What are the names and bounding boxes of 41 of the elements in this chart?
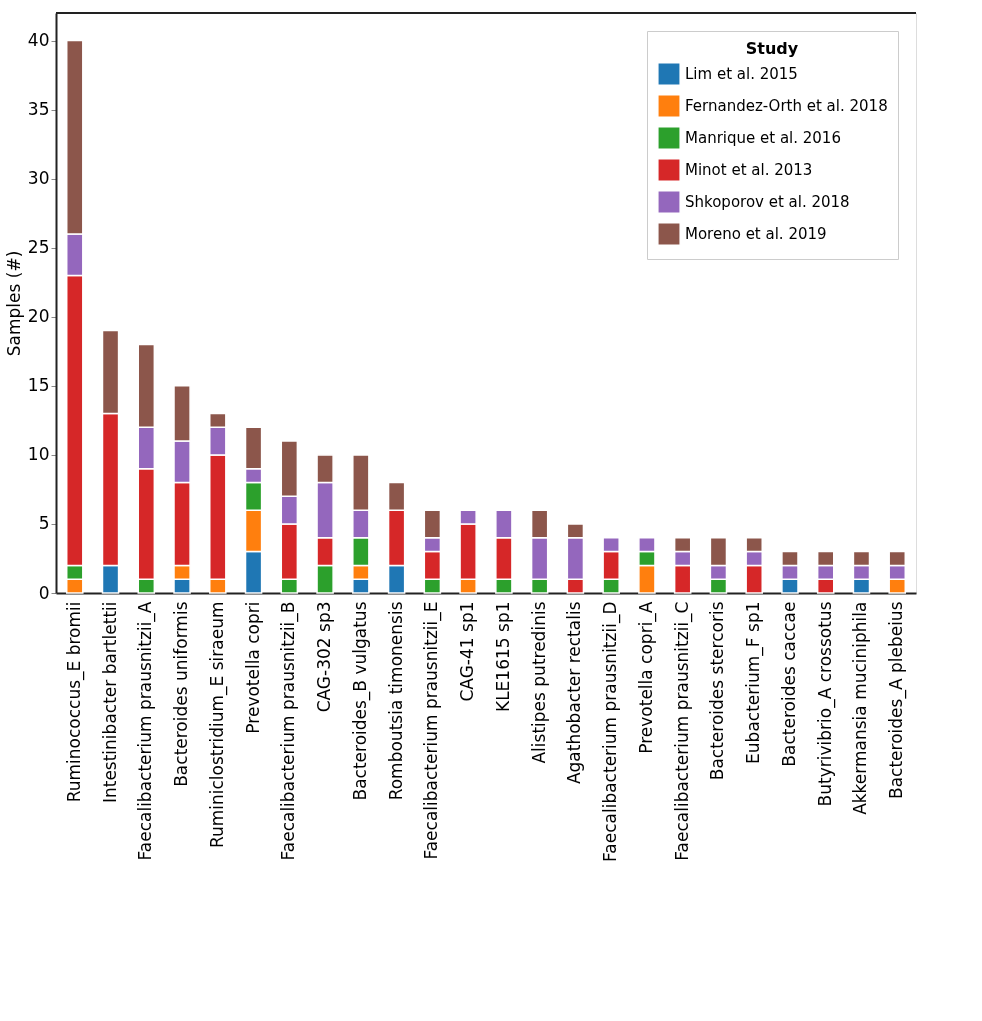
y-tick-label: 35 — [27, 99, 50, 120]
x-tick-label: Intestinibacter bartlettii — [99, 601, 120, 804]
y-tick-label: 0 — [38, 582, 50, 603]
y-tick-label: 5 — [38, 513, 50, 534]
x-tick-label: Prevotella copri_A — [635, 601, 657, 754]
y-tick-label: 25 — [27, 237, 50, 258]
x-tick-label: Eubacterium_F sp1 — [743, 601, 765, 764]
x-tick-label: Akkermansia muciniphila — [850, 601, 871, 815]
x-tick-label: KLE1615 sp1 — [492, 601, 513, 712]
x-tick-label: Bacteroides stercoris — [707, 601, 728, 781]
x-tick-label: Bacteroides uniformis — [171, 601, 192, 787]
x-tick-label: Faecalibacterium prausnitzii_E — [421, 601, 443, 860]
y-tick-label: 40 — [27, 30, 50, 51]
legend-label: Manrique et al. 2016 — [685, 129, 841, 147]
x-tick-label: CAG-41 sp1 — [457, 601, 478, 702]
x-tick-label: Agathobacter rectalis — [564, 601, 585, 785]
x-tick-label: Faecalibacterium prausnitzii_C — [671, 601, 693, 861]
x-tick-label: Faecalibacterium prausnitzii_A — [135, 601, 157, 861]
legend-label: Shkoporov et al. 2018 — [685, 193, 850, 211]
x-tick-label: Butyrivibrio_A crossotus — [814, 601, 836, 807]
x-tick-label: CAG-302 sp3 — [314, 601, 335, 713]
x-tick-label: Romboutsia timonensis — [385, 601, 406, 801]
x-tick-label: Bacteroides caccae — [778, 601, 799, 767]
y-tick-label: 15 — [27, 375, 50, 396]
y-axis-title: Samples (#) — [3, 250, 24, 357]
x-tick-label: Alistipes putredinis — [528, 601, 549, 764]
legend-label: Lim et al. 2015 — [685, 65, 798, 83]
x-tick-label: Bacteroides_B vulgatus — [349, 601, 371, 801]
legend-label: Fernandez-Orth et al. 2018 — [685, 97, 888, 115]
y-tick-label: 30 — [27, 168, 50, 189]
legend-title: Study — [745, 39, 799, 58]
x-tick-label: Ruminococcus_E bromii — [63, 601, 85, 803]
x-tick-label: Ruminiclostridium_E siraeum — [206, 601, 228, 849]
y-tick-label: 10 — [27, 444, 50, 465]
x-tick-label: Prevotella copri — [242, 601, 263, 734]
x-tick-label: Faecalibacterium prausnitzii_D — [600, 601, 622, 862]
y-tick-label: 20 — [27, 306, 50, 327]
x-tick-label: Faecalibacterium prausnitzii_B — [278, 601, 300, 861]
x-tick-label: Bacteroides_A plebeius — [886, 601, 908, 800]
legend-label: Moreno et al. 2019 — [685, 225, 827, 243]
legend-label: Minot et al. 2013 — [685, 161, 813, 179]
